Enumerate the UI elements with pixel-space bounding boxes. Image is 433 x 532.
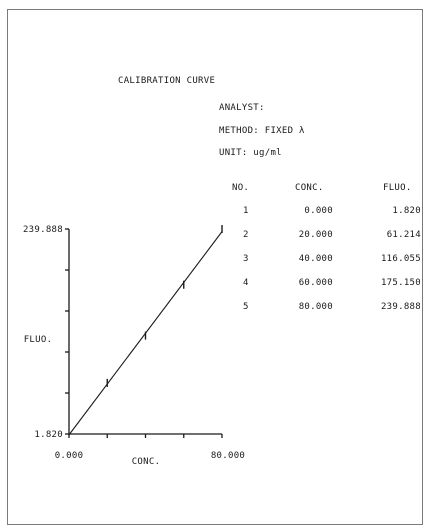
- fluo-value: 1.820: [392, 206, 421, 216]
- x-min-tick-label: 0.000: [55, 451, 84, 461]
- column-header-fluo: FLUO.: [383, 183, 412, 193]
- y-min-tick-label: 1.820: [34, 430, 63, 440]
- x-axis-label: CONC.: [132, 457, 161, 467]
- printout-frame: [7, 9, 423, 525]
- unit-label: UNIT: ug/ml: [219, 148, 282, 158]
- row-number: 5: [243, 302, 249, 312]
- chart-axes: [65, 228, 223, 438]
- conc-value: 60.000: [298, 278, 333, 288]
- row-number: 3: [243, 254, 249, 264]
- y-max-tick-label: 239.888: [23, 225, 63, 235]
- axis-labels: 239.888 1.820 FLUO. 0.000 80.000 CONC.: [23, 225, 245, 467]
- conc-value: 40.000: [298, 254, 333, 264]
- y-axis-label: FLUO.: [24, 335, 53, 345]
- row-number: 4: [243, 278, 249, 288]
- conc-value: 0.000: [304, 206, 333, 216]
- row-number: 2: [243, 230, 249, 240]
- fluo-value: 175.150: [380, 278, 421, 288]
- chart-title: CALIBRATION CURVE: [118, 76, 216, 86]
- column-header-no: NO.: [232, 183, 250, 193]
- row-number: 1: [243, 206, 249, 216]
- column-header-conc: CONC.: [295, 183, 324, 193]
- data-points: [106, 225, 223, 387]
- conc-value: 20.000: [298, 230, 333, 240]
- fluo-value: 116.055: [380, 254, 421, 264]
- x-max-tick-label: 80.000: [211, 451, 245, 461]
- analyst-label: ANALYST:: [219, 103, 265, 113]
- method-label: METHOD: FIXED λ: [219, 126, 305, 136]
- fluo-value: 61.214: [386, 230, 421, 240]
- fluo-value: 239.888: [380, 302, 421, 312]
- conc-value: 80.000: [298, 302, 333, 312]
